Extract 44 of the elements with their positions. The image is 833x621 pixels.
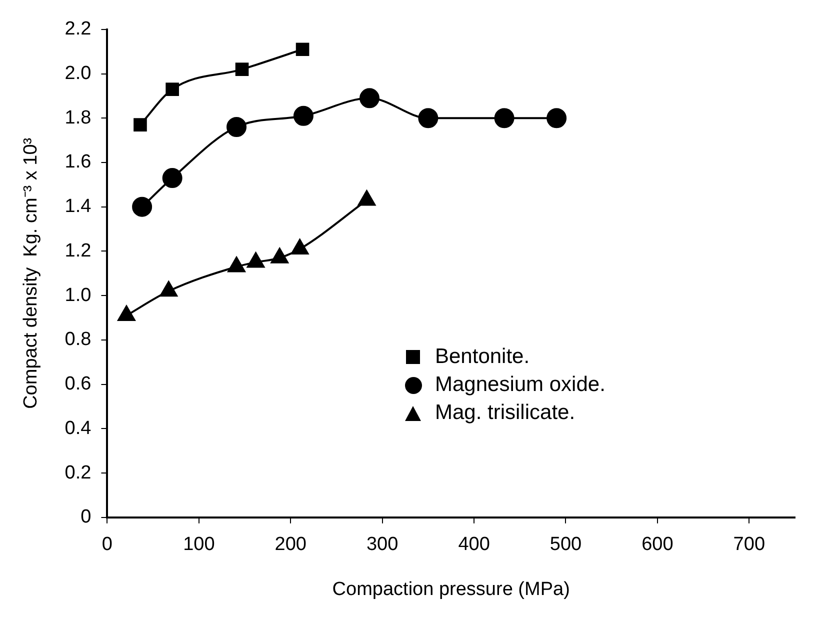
point — [296, 42, 310, 56]
point — [293, 106, 314, 126]
point — [226, 117, 247, 137]
y-tick-label: 1.4 — [64, 196, 92, 218]
x-tick-label: 500 — [550, 534, 582, 556]
x-tick-label: 700 — [733, 534, 765, 556]
point — [270, 248, 288, 264]
point — [160, 281, 178, 297]
y-tick-label: 1.6 — [64, 152, 92, 173]
point — [166, 82, 179, 96]
y-tick-label: 0.4 — [64, 418, 92, 439]
point — [132, 196, 152, 217]
legend-label: Mag. trisilicate. — [435, 401, 576, 425]
point — [246, 252, 265, 268]
legend-label: Magnesium oxide. — [435, 373, 606, 397]
y-tick-label: 0.2 — [64, 462, 92, 484]
y-tick-label: 0.8 — [64, 329, 92, 350]
x-tick-label: 100 — [183, 534, 215, 556]
x-tick-label: 200 — [274, 534, 306, 556]
x-tick-label: 0 — [102, 534, 112, 556]
y-tick-label: 2.2 — [64, 18, 92, 40]
point — [134, 118, 147, 132]
point — [418, 108, 438, 128]
point — [118, 306, 136, 322]
point — [359, 88, 380, 108]
y-tick-label: 0 — [80, 506, 92, 528]
x-axis-title: Compaction pressure (MPa) — [332, 578, 570, 600]
point — [235, 62, 249, 76]
x-tick-label: 300 — [366, 534, 398, 556]
point — [494, 108, 514, 128]
point — [546, 108, 567, 128]
y-tick-label: 1.8 — [64, 107, 92, 128]
y-tick-label: 2.0 — [64, 63, 92, 84]
y-tick-label: 1.2 — [64, 240, 92, 262]
point — [291, 239, 309, 254]
y-axis-title: Compact density Kg. cm⁻³ x 10³ — [20, 138, 42, 409]
x-tick-label: 600 — [642, 534, 674, 556]
point — [358, 190, 376, 206]
y-tick-label: 1.0 — [64, 284, 92, 306]
legend-label: Bentonite. — [435, 345, 530, 369]
x-tick-label: 400 — [458, 534, 490, 556]
point — [162, 168, 182, 188]
y-tick-label: 0.6 — [64, 374, 92, 395]
point — [228, 256, 246, 272]
